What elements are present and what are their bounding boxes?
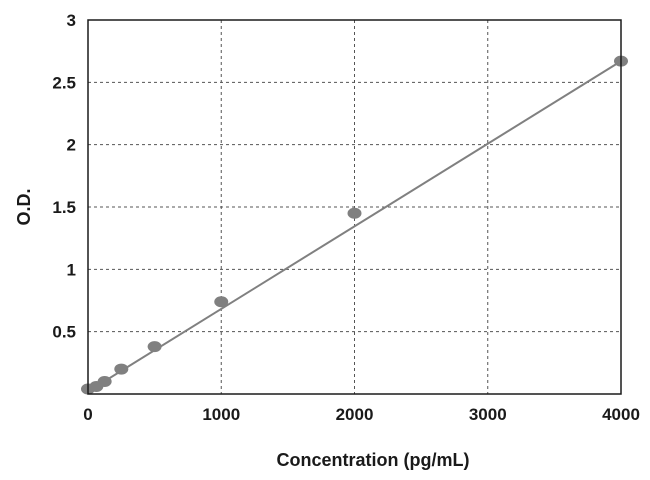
y-tick-label: 1.5 <box>52 198 76 217</box>
data-point <box>147 341 162 353</box>
data-point <box>347 207 362 219</box>
data-point <box>114 363 129 375</box>
plot-frame <box>87 19 622 395</box>
y-tick-labels: 0.5 1 1.5 2 2.5 3 <box>52 11 76 342</box>
y-tick-label: 2.5 <box>52 73 76 92</box>
x-tick-label: 1000 <box>202 405 240 424</box>
grid-lines <box>88 20 621 394</box>
y-axis-title: O.D. <box>14 188 34 225</box>
data-point <box>97 376 112 388</box>
y-tick-label: 2 <box>67 136 76 155</box>
data-points <box>81 55 628 395</box>
x-tick-label: 0 <box>83 405 92 424</box>
x-tick-label: 2000 <box>336 405 374 424</box>
y-tick-label: 0.5 <box>52 323 76 342</box>
y-tick-label: 3 <box>67 11 76 30</box>
fit-line <box>87 60 622 393</box>
x-tick-label: 3000 <box>469 405 507 424</box>
x-axis-title: Concentration (pg/mL) <box>277 450 470 470</box>
data-point <box>214 296 229 308</box>
x-tick-label: 4000 <box>602 405 640 424</box>
y-tick-label: 1 <box>67 260 76 279</box>
x-tick-labels: 0 1000 2000 3000 4000 <box>83 405 640 424</box>
